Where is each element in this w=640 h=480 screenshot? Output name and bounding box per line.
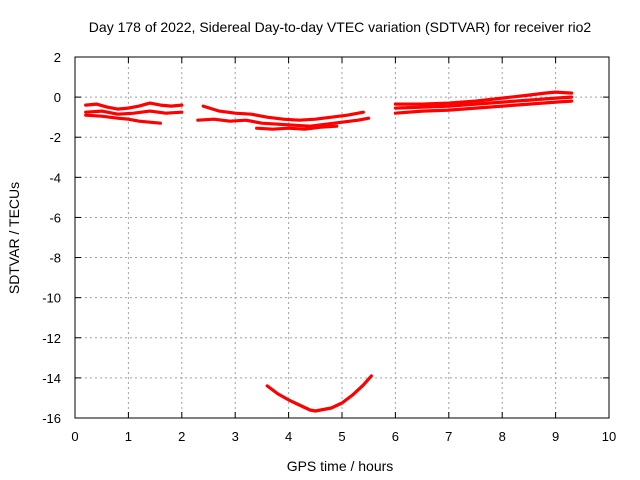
x-tick-label: 0 xyxy=(71,429,78,444)
x-tick-label: 8 xyxy=(499,429,506,444)
series-arc-2-upper xyxy=(201,104,365,122)
series-arc-1-upper xyxy=(84,101,184,111)
y-tick-label: -8 xyxy=(49,251,61,266)
x-tick-label: 9 xyxy=(552,429,559,444)
x-tick-label: 2 xyxy=(178,429,185,444)
series-arc-3-lower xyxy=(393,99,574,115)
x-tick-label: 5 xyxy=(338,429,345,444)
y-tick-label: -6 xyxy=(49,210,61,225)
y-tick-label: -4 xyxy=(49,170,61,185)
x-tick-labels: 0 1 2 3 4 5 6 7 8 9 10 xyxy=(71,429,616,444)
y-tick-label: -14 xyxy=(42,371,61,386)
series-arc-1-lower xyxy=(84,113,162,125)
y-tick-label: -12 xyxy=(42,331,61,346)
data-series xyxy=(84,90,574,413)
series-arc-2-bottom xyxy=(255,124,339,131)
series-arc-1-middle xyxy=(84,109,184,116)
y-tick-labels: 2 0 -2 -4 -6 -8 -10 -12 -14 -16 xyxy=(42,50,61,426)
series-arc-4-dip xyxy=(265,374,373,413)
x-tick-label: 3 xyxy=(232,429,239,444)
axis-ticks xyxy=(74,56,610,419)
series-arc-3-upper xyxy=(393,90,574,106)
series-arc-2-lower xyxy=(196,116,371,128)
y-tick-label: 2 xyxy=(54,50,61,65)
chart-title: Day 178 of 2022, Sidereal Day-to-day VTE… xyxy=(89,19,592,35)
x-tick-label: 1 xyxy=(125,429,132,444)
x-axis-title: GPS time / hours xyxy=(287,458,394,474)
grid-lines xyxy=(75,57,609,418)
x-tick-label: 6 xyxy=(392,429,399,444)
y-tick-label: 0 xyxy=(54,90,61,105)
x-tick-label: 10 xyxy=(602,429,616,444)
y-tick-label: -16 xyxy=(42,411,61,426)
x-tick-label: 4 xyxy=(285,429,292,444)
x-tick-label: 7 xyxy=(445,429,452,444)
y-axis-title: SDTVAR / TECUs xyxy=(6,182,22,294)
y-tick-label: -2 xyxy=(49,130,61,145)
y-tick-label: -10 xyxy=(42,291,61,306)
series-arc-3-middle xyxy=(393,95,574,110)
